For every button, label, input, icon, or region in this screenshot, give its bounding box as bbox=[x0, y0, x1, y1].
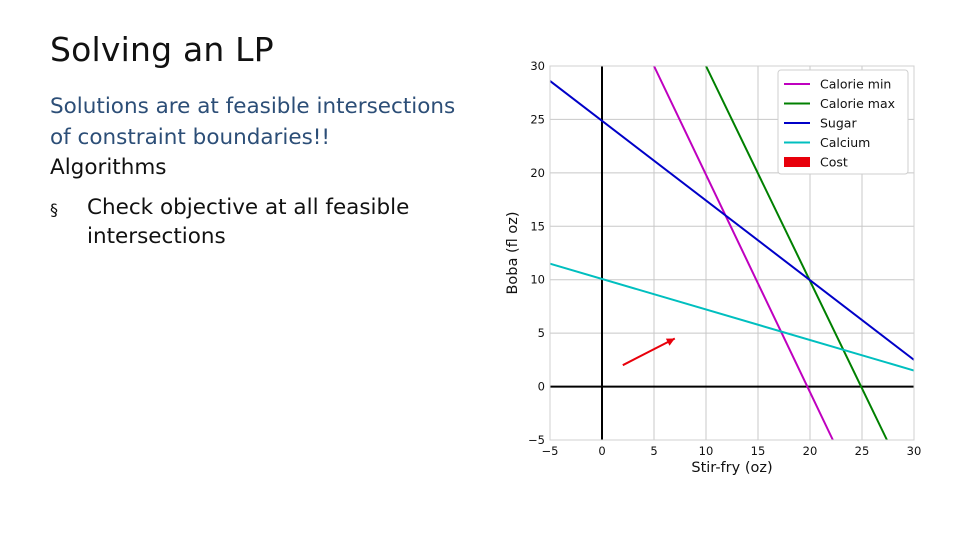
x-tick-label: 25 bbox=[855, 444, 870, 458]
y-tick-label: 10 bbox=[530, 273, 545, 287]
y-tick-label: −5 bbox=[528, 433, 545, 447]
legend-label: Sugar bbox=[820, 116, 857, 131]
y-tick-label: 20 bbox=[530, 166, 545, 180]
legend-label: Calorie max bbox=[820, 96, 895, 111]
x-tick-label: 10 bbox=[699, 444, 714, 458]
plot-frame bbox=[549, 65, 915, 441]
y-tick-label: 5 bbox=[538, 326, 545, 340]
bullet-icon: § bbox=[50, 199, 58, 219]
cost-arrow-head bbox=[665, 338, 675, 346]
y-tick-label: 30 bbox=[530, 59, 545, 73]
x-axis-label: Stir-fry (oz) bbox=[691, 460, 772, 476]
x-tick-label: 20 bbox=[803, 444, 818, 458]
x-tick-label: 5 bbox=[650, 444, 657, 458]
y-tick-label: 0 bbox=[538, 380, 545, 394]
y-tick-label: 25 bbox=[530, 112, 545, 126]
lp-chart: −5 0 5 10 15 20 25 30 −5 0 5 10 15 20 25 30 Stir-fry (oz… bbox=[505, 59, 922, 476]
slide-body: Solutions are at feasible intersections … bbox=[50, 92, 490, 251]
y-axis-label: Boba (fl oz) bbox=[505, 211, 521, 294]
series-line-sugar bbox=[549, 80, 915, 361]
y-tick-label: 15 bbox=[530, 219, 545, 233]
x-tick-label: 30 bbox=[907, 444, 922, 458]
bullet-text: Check objective at all feasible intersec… bbox=[87, 194, 410, 249]
x-tick-label: 0 bbox=[598, 444, 605, 458]
algorithms-heading: Algorithms bbox=[50, 155, 167, 180]
slide-title: Solving an LP bbox=[50, 30, 274, 69]
body-line-2: of constraint boundaries!! bbox=[50, 124, 331, 150]
cost-arrow-shaft bbox=[622, 337, 676, 367]
x-tick-label: 15 bbox=[751, 444, 766, 458]
bullet-item: § Check objective at all feasible inters… bbox=[50, 193, 490, 251]
legend-swatch-cost bbox=[784, 157, 810, 167]
body-line-1: Solutions are at feasible intersections bbox=[50, 94, 456, 119]
series-line-calcium bbox=[549, 262, 915, 372]
legend-box bbox=[777, 69, 909, 175]
series-line-calorie-min bbox=[653, 65, 834, 441]
legend-label: Calorie min bbox=[820, 77, 891, 92]
x-tick-label: −5 bbox=[542, 444, 559, 458]
legend-label: Calcium bbox=[820, 135, 870, 150]
series-line-calorie-max bbox=[705, 65, 888, 441]
legend-label: Cost bbox=[820, 155, 848, 170]
